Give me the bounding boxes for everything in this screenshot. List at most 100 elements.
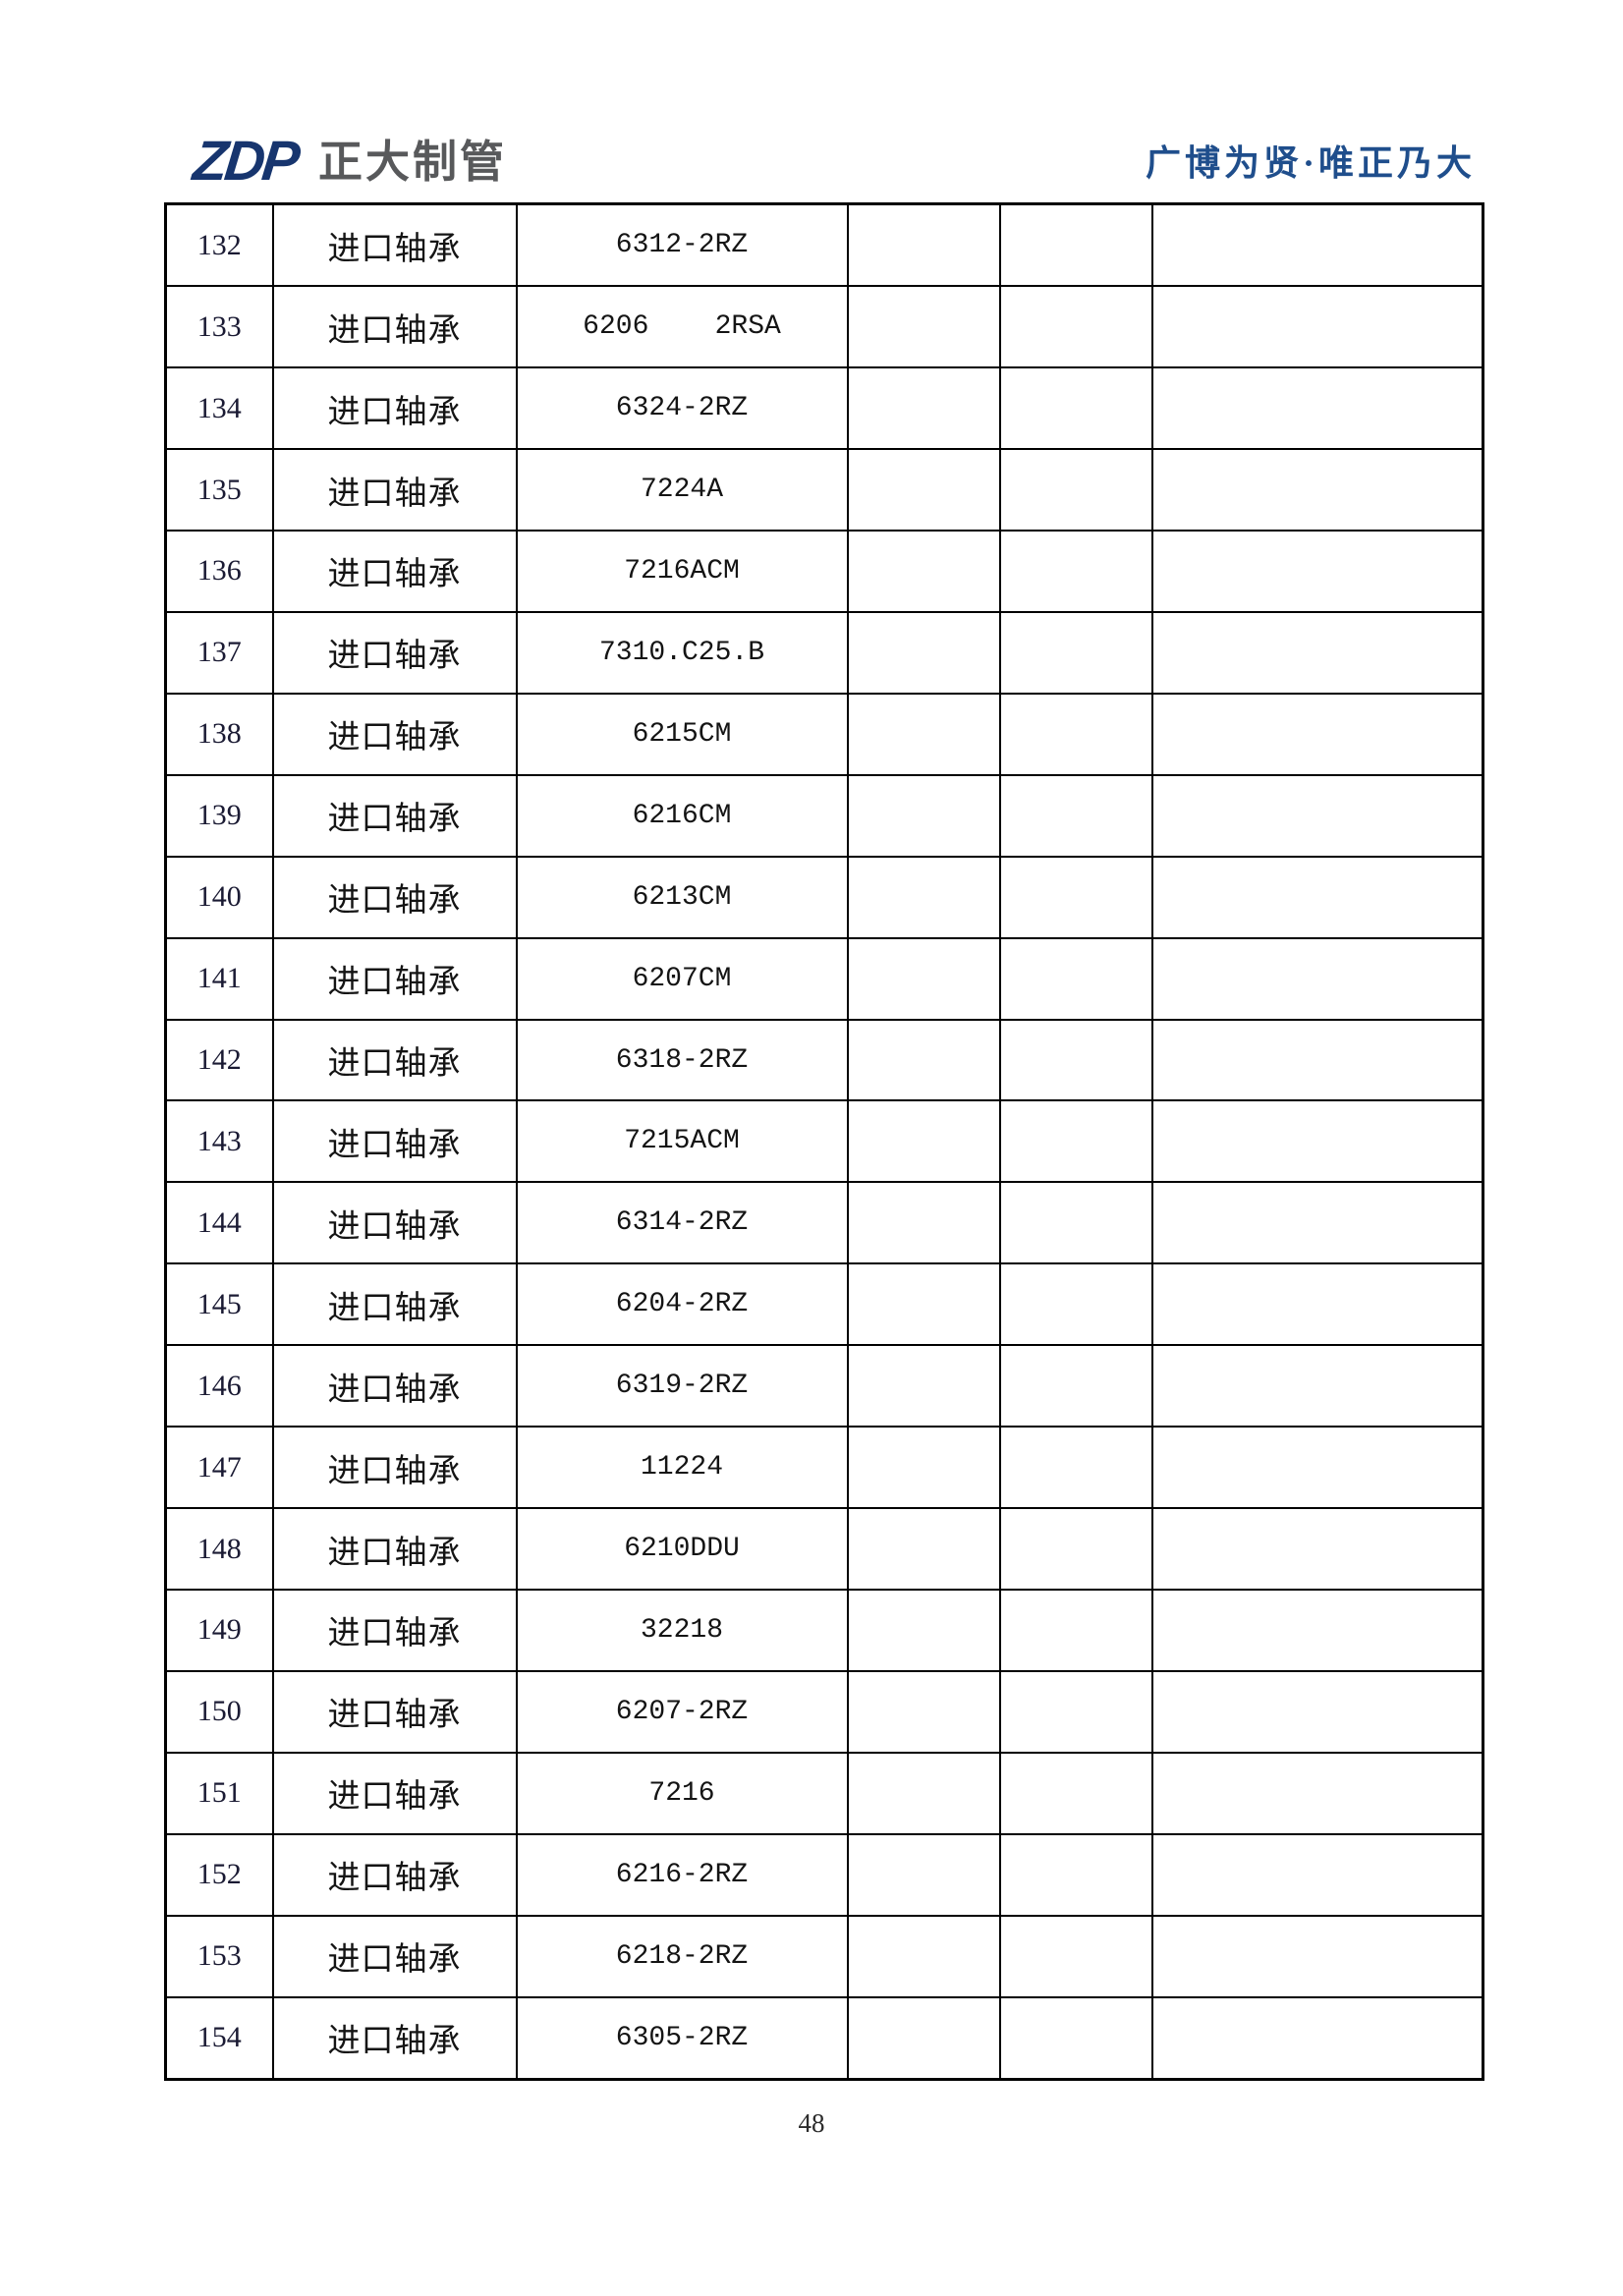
item-name-cell: 进口轴承 — [271, 1262, 518, 1347]
empty-cell-2 — [998, 530, 1153, 613]
empty-cell-2 — [998, 1426, 1153, 1510]
item-model-cell: 7224A — [515, 448, 849, 532]
row-number-cell: 149 — [164, 1589, 274, 1672]
item-name-cell: 进口轴承 — [271, 1181, 518, 1265]
table-row: 149 进口轴承 32218 — [164, 1589, 1484, 1672]
empty-cell-1 — [846, 936, 1001, 1021]
zdp-logo: ZDP — [190, 129, 301, 193]
table-row: 138 进口轴承 6215CM — [164, 692, 1484, 776]
table-row: 154 进口轴承 6305-2RZ — [164, 1995, 1484, 2081]
table-row: 136 进口轴承 7216ACM — [164, 530, 1484, 613]
empty-cell-2 — [998, 1669, 1153, 1754]
row-number-cell: 145 — [164, 1262, 274, 1347]
item-model-cell: 6216CM — [515, 773, 849, 858]
item-name-cell: 进口轴承 — [271, 448, 518, 532]
table-row: 135 进口轴承 7224A — [164, 448, 1484, 532]
table-row: 146 进口轴承 6319-2RZ — [164, 1344, 1484, 1428]
row-number-cell: 135 — [164, 448, 274, 532]
empty-cell-2 — [998, 1914, 1153, 1998]
empty-cell-2 — [998, 692, 1153, 776]
empty-cell-1 — [846, 448, 1001, 532]
empty-cell-2 — [998, 773, 1153, 858]
table-row: 144 进口轴承 6314-2RZ — [164, 1181, 1484, 1265]
row-number-cell: 150 — [164, 1669, 274, 1754]
empty-cell-2 — [998, 1099, 1153, 1184]
empty-cell-3 — [1150, 855, 1484, 939]
table-row: 141 进口轴承 6207CM — [164, 936, 1484, 1021]
empty-cell-3 — [1150, 1018, 1484, 1102]
empty-cell-1 — [846, 1344, 1001, 1428]
empty-cell-3 — [1150, 1669, 1484, 1754]
table-row: 152 进口轴承 6216-2RZ — [164, 1832, 1484, 1917]
item-name-cell: 进口轴承 — [271, 1832, 518, 1917]
empty-cell-2 — [998, 448, 1153, 532]
item-model-cell: 6207CM — [515, 936, 849, 1021]
empty-cell-1 — [846, 1669, 1001, 1754]
item-name-cell: 进口轴承 — [271, 1426, 518, 1510]
item-name-cell: 进口轴承 — [271, 1099, 518, 1184]
empty-cell-3 — [1150, 1995, 1484, 2081]
table-row: 145 进口轴承 6204-2RZ — [164, 1262, 1484, 1347]
empty-cell-3 — [1150, 1507, 1484, 1591]
empty-cell-1 — [846, 202, 1001, 288]
row-number-cell: 146 — [164, 1344, 274, 1428]
company-name: 正大制管 — [318, 135, 508, 188]
empty-cell-2 — [998, 1995, 1153, 2081]
empty-cell-3 — [1150, 1751, 1484, 1835]
table-row: 143 进口轴承 7215ACM — [164, 1099, 1484, 1184]
empty-cell-3 — [1150, 285, 1484, 369]
empty-cell-1 — [846, 1262, 1001, 1347]
row-number-cell: 142 — [164, 1018, 274, 1102]
row-number-cell: 141 — [164, 936, 274, 1021]
item-model-cell: 7216ACM — [515, 530, 849, 613]
table-row: 148 进口轴承 6210DDU — [164, 1507, 1484, 1591]
item-name-cell: 进口轴承 — [271, 530, 518, 613]
row-number-cell: 134 — [164, 366, 274, 451]
empty-cell-3 — [1150, 1589, 1484, 1672]
empty-cell-2 — [998, 285, 1153, 369]
item-name-cell: 进口轴承 — [271, 855, 518, 939]
empty-cell-2 — [998, 1751, 1153, 1835]
empty-cell-1 — [846, 366, 1001, 451]
row-number-cell: 144 — [164, 1181, 274, 1265]
empty-cell-2 — [998, 1832, 1153, 1917]
row-number-cell: 153 — [164, 1914, 274, 1998]
empty-cell-2 — [998, 1507, 1153, 1591]
item-model-cell: 6305-2RZ — [515, 1995, 849, 2081]
item-model-cell: 6319-2RZ — [515, 1344, 849, 1428]
row-number-cell: 132 — [164, 202, 274, 288]
empty-cell-1 — [846, 1426, 1001, 1510]
empty-cell-3 — [1150, 448, 1484, 532]
empty-cell-3 — [1150, 692, 1484, 776]
empty-cell-3 — [1150, 1914, 1484, 1998]
row-number-cell: 151 — [164, 1751, 274, 1835]
empty-cell-2 — [998, 366, 1153, 451]
item-name-cell: 进口轴承 — [271, 1018, 518, 1102]
empty-cell-1 — [846, 1099, 1001, 1184]
empty-cell-1 — [846, 1832, 1001, 1917]
row-number-cell: 140 — [164, 855, 274, 939]
item-model-cell: 6207-2RZ — [515, 1669, 849, 1754]
empty-cell-1 — [846, 1589, 1001, 1672]
parts-table: 132 进口轴承 6312-2RZ 133 进口轴承 6206 2RSA 134 进口轴承 63… — [164, 202, 1484, 2081]
table-row: 147 进口轴承 11224 — [164, 1426, 1484, 1510]
table-row: 150 进口轴承 6207-2RZ — [164, 1669, 1484, 1754]
item-name-cell: 进口轴承 — [271, 366, 518, 451]
empty-cell-2 — [998, 855, 1153, 939]
empty-cell-3 — [1150, 530, 1484, 613]
empty-cell-3 — [1150, 1099, 1484, 1184]
item-name-cell: 进口轴承 — [271, 1344, 518, 1428]
item-model-cell: 6204-2RZ — [515, 1262, 849, 1347]
empty-cell-3 — [1150, 1426, 1484, 1510]
row-number-cell: 148 — [164, 1507, 274, 1591]
header: ZDP 正大制管 — [190, 129, 508, 193]
table-row: 134 进口轴承 6324-2RZ — [164, 366, 1484, 451]
item-name-cell: 进口轴承 — [271, 1507, 518, 1591]
empty-cell-2 — [998, 1181, 1153, 1265]
empty-cell-1 — [846, 1995, 1001, 2081]
empty-cell-3 — [1150, 936, 1484, 1021]
company-slogan: 广博为贤·唯正乃大 — [1145, 143, 1476, 183]
item-name-cell: 进口轴承 — [271, 1914, 518, 1998]
empty-cell-1 — [846, 1751, 1001, 1835]
